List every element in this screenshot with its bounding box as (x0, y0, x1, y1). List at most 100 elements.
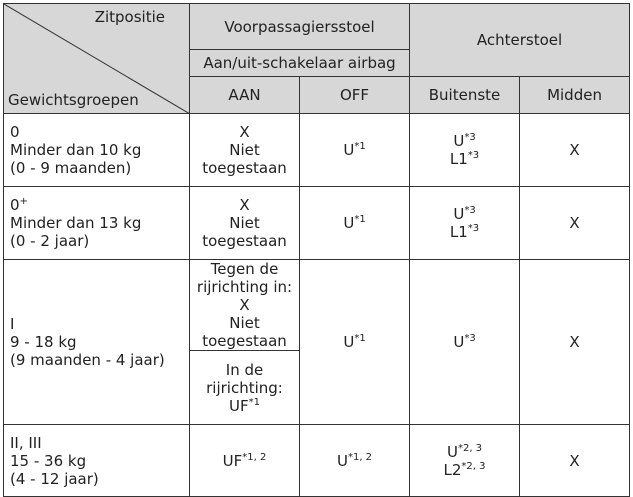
superscript: *1, 2 (347, 451, 373, 463)
superscript: + (19, 196, 28, 207)
column-header: OFF (298, 76, 411, 114)
line-text: L1 (449, 150, 468, 168)
rear-outer: U*2, 3 L2*2, 3 (409, 424, 521, 497)
line-text: 0 (10, 196, 20, 214)
rear-outer: U*3 L1*3 (409, 186, 521, 260)
cell-line: (0 - 2 jaar) (10, 232, 90, 250)
cell-line: U*3 (414, 205, 515, 223)
weight-group: 0+ Minder dan 13 kg (0 - 2 jaar) (3, 186, 190, 260)
superscript: *1 (248, 396, 260, 408)
line-text: UF (229, 396, 249, 415)
line-text: L2 (443, 460, 462, 479)
superscript: *1, 2 (242, 451, 267, 463)
cell-line: 9 - 18 kg (10, 333, 77, 351)
line-text: U (343, 333, 355, 351)
front-on: X Niet toegestaan (189, 186, 300, 260)
cell-line: Niet (229, 141, 260, 159)
front-off: U*1 (298, 186, 411, 260)
superscript: *1 (354, 214, 366, 225)
front-on: In de rijrichting: UF*1 (189, 350, 300, 425)
cell-line: X (569, 141, 580, 159)
compatibility-table: Zitpositie Gewichtsgroepen Voorpassagier… (3, 3, 631, 497)
cell-line: Tegen de rijrichting in: X (196, 260, 293, 314)
table-row: II, III 15 - 36 kg (4 - 12 jaar) UF*1, 2 U*1… (3, 424, 631, 497)
superscript: *1 (354, 333, 366, 344)
line-text: U (343, 214, 355, 232)
rear-middle: X (519, 424, 631, 497)
rear-outer: U*3 L1*3 (409, 113, 521, 187)
table-wrap: Zitpositie Gewichtsgroepen Voorpassagier… (3, 3, 631, 497)
airbag-switch: Aan/uit-schakelaar airbag (188, 49, 411, 77)
line-text: L1 (449, 223, 468, 241)
cell-line: Niet (229, 314, 260, 332)
superscript: *3 (467, 223, 480, 234)
superscript: *3 (467, 150, 480, 161)
cell-line: U*3 (414, 132, 515, 150)
weight-group: II, III 15 - 36 kg (4 - 12 jaar) (3, 424, 190, 497)
rear-middle: X (519, 259, 631, 425)
cell-line: UF*1 (194, 397, 295, 415)
front-off: U*1, 2 (298, 424, 411, 497)
cell-line: L2*2, 3 (414, 461, 515, 479)
cell-line: Minder dan 13 kg (10, 214, 142, 232)
rear-middle: X (519, 113, 631, 187)
cell-line: X (569, 451, 580, 470)
cell-line: II, III (10, 433, 42, 452)
cell-line: In de rijrichting: (206, 360, 283, 397)
line-text: U (343, 141, 355, 159)
cell-line: toegestaan (202, 232, 287, 250)
seat-position: Zitpositie (94, 8, 165, 26)
weight-group: 0 Minder dan 10 kg (0 - 9 maanden) (3, 113, 190, 187)
superscript: *3 (464, 333, 476, 344)
corner-header: Zitpositie Gewichtsgroepen (3, 3, 190, 114)
cell-line: Niet (229, 214, 260, 232)
cell-line: U*1 (304, 333, 405, 351)
superscript: *3 (464, 132, 476, 143)
front-seat: Voorpassagiersstoel (188, 3, 411, 50)
cell-line: UF*1, 2 (194, 452, 295, 470)
superscript: *3 (464, 205, 476, 216)
table-row: 0+ Minder dan 13 kg (0 - 2 jaar) X Niet toege… (3, 186, 631, 260)
column-header: Midden (519, 76, 631, 114)
table-row: 0 Minder dan 10 kg (0 - 9 maanden) X Niet toe… (3, 113, 631, 187)
line-text: UF (222, 451, 243, 470)
cell-line: U*1, 2 (304, 452, 405, 470)
cell-line: X (239, 196, 250, 214)
superscript: *2, 3 (461, 460, 486, 472)
line-text: U (453, 333, 465, 351)
line-text: U (446, 442, 458, 461)
front-off: U*1 (298, 259, 411, 425)
diagonal (4, 4, 190, 114)
superscript: *1 (354, 141, 366, 152)
cell-line: (4 - 12 jaar) (10, 469, 99, 488)
line-text: U (336, 451, 348, 470)
front-on: UF*1, 2 (189, 424, 300, 497)
cell-line: I (10, 315, 15, 333)
cell-line: L1*3 (414, 150, 515, 168)
cell-line: toegestaan (202, 159, 287, 177)
superscript: *2, 3 (457, 442, 483, 454)
rear-outer: U*3 (409, 259, 521, 425)
cell-line: Minder dan 10 kg (10, 141, 142, 159)
front-off: U*1 (298, 113, 411, 187)
cell-line: L1*3 (414, 223, 515, 241)
cell-line: 0+ (10, 196, 185, 214)
cell-line: X (569, 333, 580, 351)
rear-seat: Achterstoel (409, 3, 631, 77)
cell-line: X (239, 123, 250, 141)
cell-line: U*3 (414, 333, 515, 351)
line-text: U (453, 205, 465, 223)
table-row: In de rijrichting: UF*1 (4, 350, 630, 425)
cell-line: (0 - 9 maanden) (10, 159, 132, 177)
rear-middle: X (519, 186, 631, 260)
cell-line: U*2, 3 (414, 443, 515, 461)
cell-line: X (569, 214, 580, 232)
cell-line: U*1 (304, 214, 405, 232)
weight-groups: Gewichtsgroepen (8, 91, 139, 109)
cell-line: 15 - 36 kg (10, 451, 87, 470)
front-on: X Niet toegestaan (189, 113, 300, 187)
cell-line: (9 maanden - 4 jaar) (10, 351, 165, 369)
cell-line: toegestaan (202, 332, 287, 350)
